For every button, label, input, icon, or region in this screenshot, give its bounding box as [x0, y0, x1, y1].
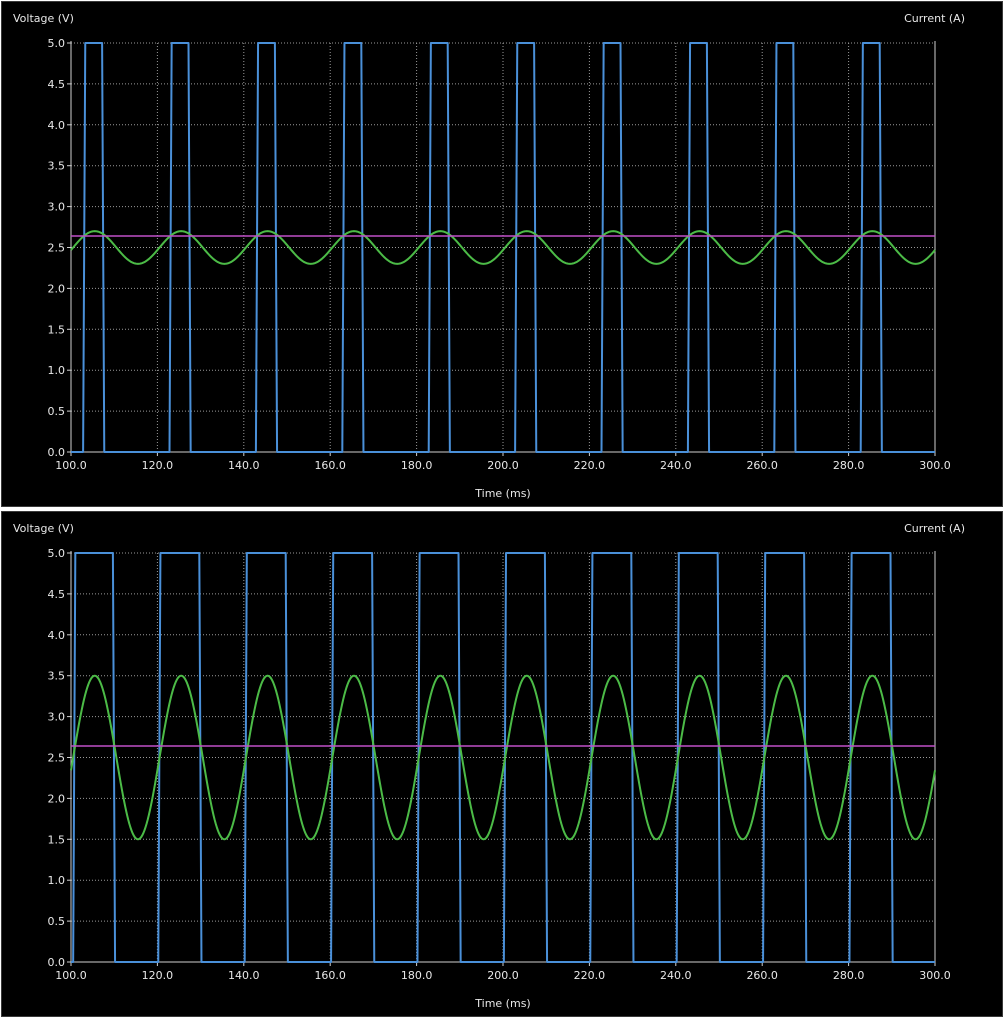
y-tick-label: 4.0: [48, 119, 66, 132]
y-tick-label: 1.5: [48, 833, 66, 846]
x-tick-label: 100.0: [55, 459, 87, 472]
y-tick-label: 2.0: [48, 792, 66, 805]
x-tick-label: 140.0: [228, 969, 260, 982]
x-tick-label: 100.0: [55, 969, 87, 982]
x-tick-label: 120.0: [142, 459, 174, 472]
y-tick-label: 4.5: [48, 78, 66, 91]
x-tick-label: 280.0: [833, 459, 865, 472]
y-tick-label: 1.0: [48, 874, 66, 887]
x-tick-label: 220.0: [574, 969, 606, 982]
plot-area: 0.0 0.5 1.0 1.5 2.0 2.5 3.0 3.5 4.0 4.5 5.0 100.0 12…: [48, 37, 951, 472]
x-axis-label: Time (ms): [475, 997, 531, 1010]
y-tick-label: 5.0: [48, 37, 66, 50]
y-tick-label: 5.0: [48, 547, 66, 560]
y-tick-label: 1.5: [48, 323, 66, 336]
series-line-pulse: [71, 42, 935, 453]
y-tick-label: 3.5: [48, 670, 66, 683]
grid: [70, 42, 936, 453]
y-tick-label: 3.0: [48, 711, 66, 724]
y-tick-label: 3.5: [48, 160, 66, 173]
y-tick-label: 4.5: [48, 588, 66, 601]
chart-panel-bottom: Voltage (V) Current (A) 0.0 0.5 1.0 1.5 2.0 2…: [1, 511, 1003, 1017]
chart-panel-top: Voltage (V) Current (A) 0.0 0.5 1.0 1.5 2.0 2…: [1, 1, 1003, 507]
y-tick-label: 0.5: [48, 915, 66, 928]
y-tick-label: 2.0: [48, 282, 66, 295]
plot-area: 0.0 0.5 1.0 1.5 2.0 2.5 3.0 3.5 4.0 4.5 5.0 100.0 12…: [48, 547, 951, 982]
series-line-sine: [70, 230, 936, 265]
x-tick-label: 140.0: [228, 459, 260, 472]
y-tick-label: 0.0: [48, 956, 66, 969]
x-tick-label: 180.0: [401, 459, 433, 472]
x-axis-label: Time (ms): [475, 487, 531, 500]
y-axis-label: Voltage (V): [13, 522, 74, 535]
x-tick-label: 300.0: [919, 969, 951, 982]
x-tick-label: 260.0: [746, 459, 778, 472]
x-tick-label: 240.0: [660, 459, 692, 472]
x-tick-label: 220.0: [574, 459, 606, 472]
x-tick-label: 260.0: [746, 969, 778, 982]
secondary-y-axis-label: Current (A): [904, 522, 965, 535]
x-tick-label: 200.0: [487, 969, 519, 982]
y-tick-label: 4.0: [48, 629, 66, 642]
x-tick-label: 300.0: [919, 459, 951, 472]
series-line-pulse: [71, 552, 935, 963]
x-tick-label: 120.0: [142, 969, 174, 982]
y-axis-label: Voltage (V): [13, 12, 74, 25]
x-tick-label: 180.0: [401, 969, 433, 982]
y-tick-label: 1.0: [48, 364, 66, 377]
y-tick-label: 0.5: [48, 405, 66, 418]
y-tick-label: 0.0: [48, 446, 66, 459]
secondary-y-axis-label: Current (A): [904, 12, 965, 25]
x-tick-label: 160.0: [314, 969, 346, 982]
x-tick-label: 280.0: [833, 969, 865, 982]
series-line-sine: [70, 674, 936, 841]
x-tick-label: 200.0: [487, 459, 519, 472]
y-tick-label: 3.0: [48, 201, 66, 214]
y-tick-label: 2.5: [48, 242, 66, 255]
y-tick-label: 2.5: [48, 752, 66, 765]
x-tick-label: 240.0: [660, 969, 692, 982]
x-tick-label: 160.0: [314, 459, 346, 472]
